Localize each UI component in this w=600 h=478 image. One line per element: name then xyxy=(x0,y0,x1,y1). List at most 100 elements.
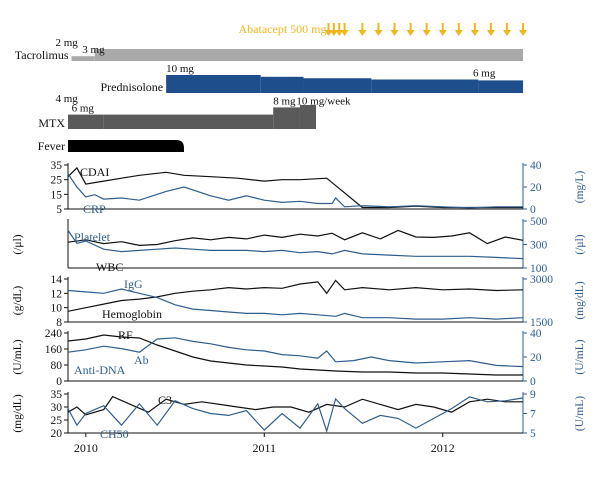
series-label-c3: C3 xyxy=(158,393,172,407)
right-tick-label: 9 xyxy=(530,389,536,401)
treatment-bar-segment xyxy=(166,75,261,93)
right-tick-label: 0 xyxy=(530,204,536,216)
right-tick-label: 5 xyxy=(530,428,536,440)
series-line-hemoglobin xyxy=(67,279,524,312)
series-label-igg: IgG xyxy=(124,277,143,291)
right-tick-label: 3000 xyxy=(530,274,553,286)
left-axis-title: (U/mL) xyxy=(12,339,24,374)
right-tick-label: 100 xyxy=(530,263,548,275)
series-label-hemoglobin: Hemoglobin xyxy=(102,307,162,321)
series-label-cdai: CDAI xyxy=(80,165,109,179)
dose-label: 6 mg xyxy=(72,103,95,115)
treatment-bar-segment xyxy=(94,49,523,61)
abatacept-arrow-head xyxy=(406,30,415,36)
right-axis-title: (U/mL) xyxy=(574,396,586,431)
left-axis-title: (mg/dL) xyxy=(12,394,24,432)
left-tick-label: 30 xyxy=(51,402,63,414)
abatacept-arrow-head xyxy=(454,30,463,36)
left-tick-label: 8 xyxy=(56,317,62,329)
series-line-c3 xyxy=(67,395,523,416)
series-line-anti-dna-ab xyxy=(67,337,524,368)
time-tick-label: 2010 xyxy=(74,441,98,455)
left-tick-label: 35 xyxy=(51,160,63,172)
right-tick-label: 1500 xyxy=(530,317,553,329)
left-tick-label: 240 xyxy=(45,328,63,340)
series-line-igg xyxy=(67,288,524,320)
time-axis: 2010 2011 2012 xyxy=(74,433,455,455)
left-tick-label: 12 xyxy=(51,288,63,300)
left-tick-label: 14 xyxy=(51,274,63,286)
right-tick-label: 40 xyxy=(530,328,542,340)
abatacept-arrow-head xyxy=(324,30,333,36)
left-tick-label: 35 xyxy=(51,389,63,401)
panel-blood_counts: (/μl) 100 300 500 (/μl) WBC Platelet xyxy=(12,216,586,275)
dose-label: 10 mg xyxy=(166,63,194,75)
series-label-ab: Ab xyxy=(134,353,149,367)
treatment-bar-segment xyxy=(71,56,95,61)
abatacept-label: Abatacept 500 mg xyxy=(239,22,327,36)
treatment-label: MTX xyxy=(38,116,65,130)
left-tick-label: 160 xyxy=(45,344,63,356)
abatacept-arrow-head xyxy=(502,30,511,36)
series-line-ch50 xyxy=(67,396,524,434)
treatment-bar-segment xyxy=(68,114,104,129)
abatacept-arrow-head xyxy=(390,30,399,36)
panel-activity: 5 15 25 35 0 20 40 (mg/L) CDAI CRP xyxy=(51,160,587,216)
time-tick-label: 2011 xyxy=(252,441,276,455)
dose-label: 3 mg xyxy=(82,44,105,56)
left-axis-title: (/μl) xyxy=(12,234,24,254)
treatment-label: Fever xyxy=(38,139,65,153)
treatment-bar-segment xyxy=(103,114,274,129)
left-tick-label: 20 xyxy=(51,428,63,440)
left-tick-label: 15 xyxy=(51,189,63,201)
series-line-crp xyxy=(67,173,523,209)
abatacept-arrow-head xyxy=(422,30,431,36)
left-axis-title: (g/dL) xyxy=(12,286,24,316)
right-tick-label: 7 xyxy=(530,409,536,421)
treatment-mtx: MTX 4 mg6 mg 8 mg 10 mg/week xyxy=(38,93,351,130)
treatment-bar-segment xyxy=(371,79,479,93)
left-tick-label: 10 xyxy=(51,303,63,315)
right-tick-label: 0 xyxy=(530,376,536,388)
abatacept-arrow-head xyxy=(438,30,447,36)
series-label-anti-dna: Anti-DNA xyxy=(74,363,126,377)
right-tick-label: 40 xyxy=(530,160,542,172)
left-tick-label: 25 xyxy=(51,175,63,187)
right-axis-title: (mg/dL) xyxy=(574,281,586,319)
left-tick-label: 25 xyxy=(51,415,63,427)
treatment-label: Prednisolone xyxy=(100,80,163,94)
series-label-crp: CRP xyxy=(83,202,106,216)
abatacept-arrow-head xyxy=(470,30,479,36)
abatacept-arrow-head xyxy=(374,30,383,36)
abatacept-arrow-head xyxy=(519,30,527,36)
abatacept-arrow-head xyxy=(340,30,349,36)
abatacept-arrow-head xyxy=(358,30,367,36)
abatacept-arrow-head xyxy=(335,30,344,36)
treatment-bar-segment xyxy=(299,105,317,129)
time-tick-label: 2012 xyxy=(431,441,455,455)
treatment-bar-segment xyxy=(273,107,300,129)
treatment-bar-segment xyxy=(303,78,372,93)
right-tick-label: 500 xyxy=(530,216,548,228)
dose-label: 2 mg xyxy=(56,37,79,49)
right-tick-label: 300 xyxy=(530,240,548,252)
abatacept-arrow-head xyxy=(329,30,338,36)
treatment-abatacept: Abatacept 500 mg xyxy=(239,22,527,36)
series-label-wbc: WBC xyxy=(96,260,123,274)
right-axis-title: (/μl) xyxy=(574,234,586,254)
series-label-ch50: CH50 xyxy=(100,427,129,441)
right-axis-title: (mg/L) xyxy=(574,171,586,204)
left-tick-label: 0 xyxy=(56,376,62,388)
right-axis-title: (U/mL) xyxy=(574,339,586,374)
right-tick-label: 20 xyxy=(530,352,542,364)
abatacept-arrow-head xyxy=(486,30,495,36)
dose-label: 8 mg xyxy=(273,95,296,107)
left-tick-label: 5 xyxy=(56,204,62,216)
fever-bar xyxy=(68,140,184,152)
left-tick-label: 80 xyxy=(51,360,63,372)
dose-label: 10 mg/week xyxy=(296,95,351,107)
